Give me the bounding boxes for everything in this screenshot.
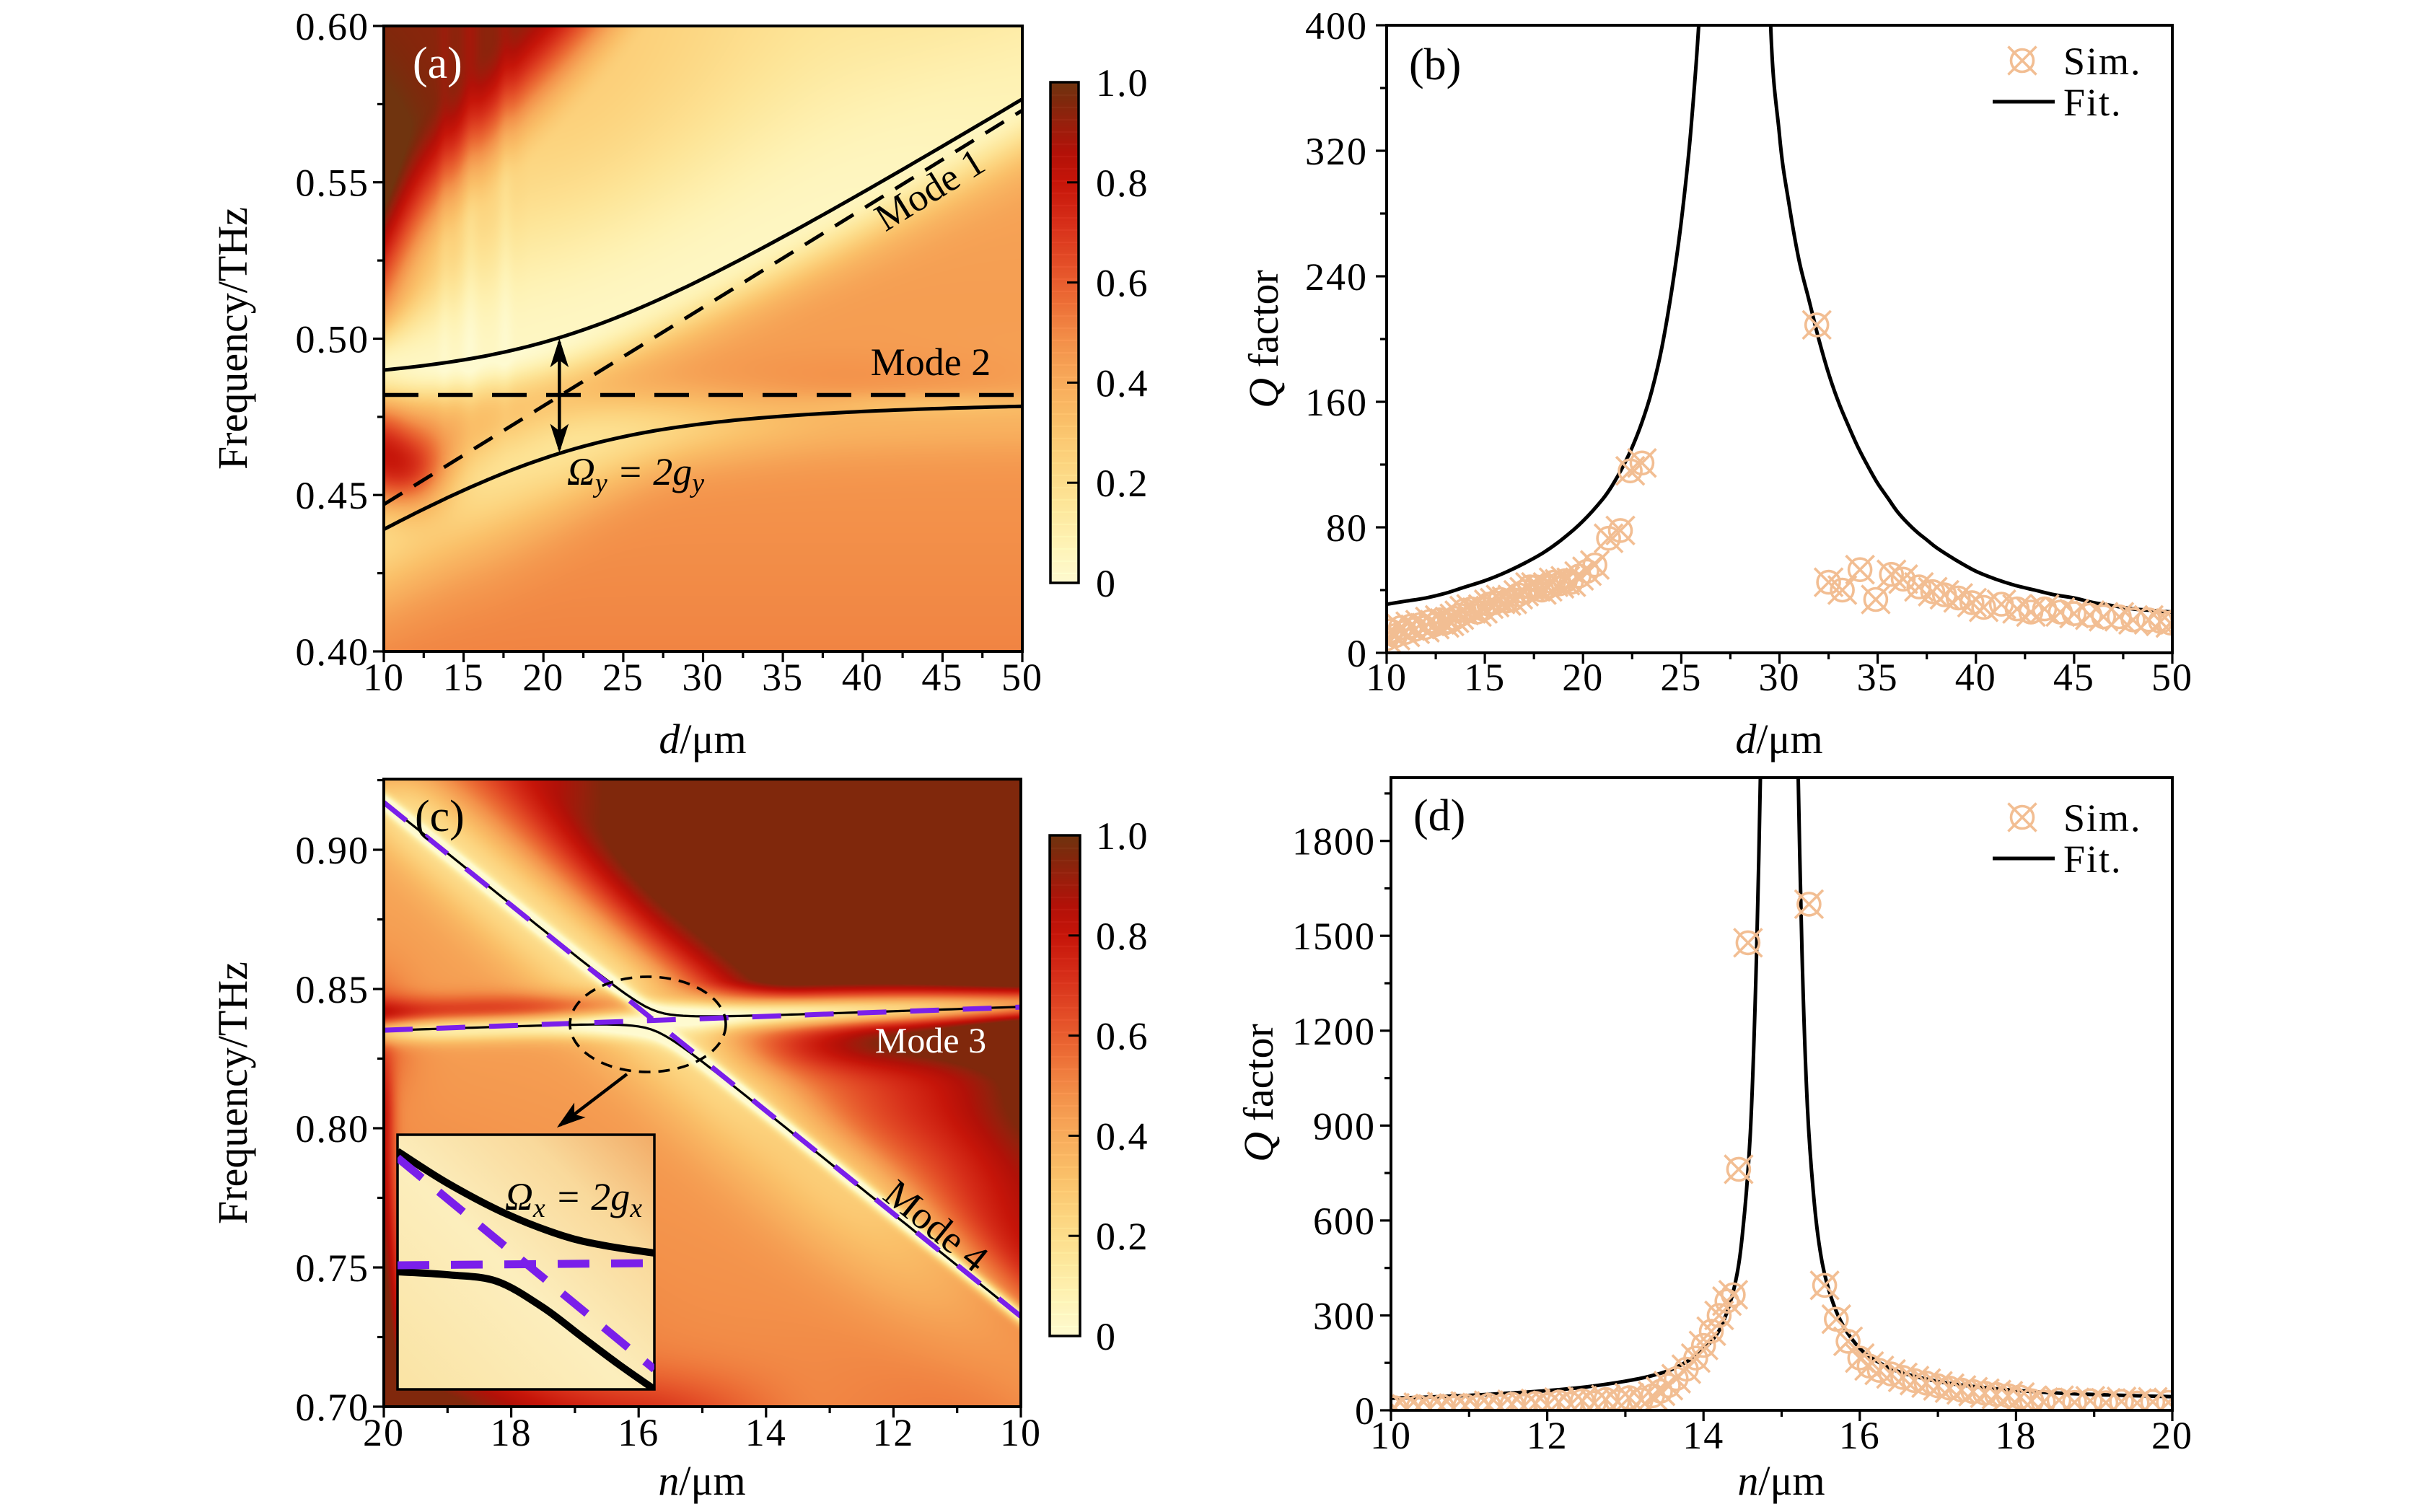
svg-text:Mode 4: Mode 4	[876, 1172, 996, 1280]
svg-text:10: 10	[1366, 656, 1408, 699]
svg-text:0.2: 0.2	[1096, 462, 1149, 505]
svg-text:0.6: 0.6	[1096, 1015, 1149, 1058]
svg-text:0: 0	[1355, 1389, 1376, 1433]
svg-text:(b): (b)	[1409, 40, 1461, 89]
svg-text:Q factor: Q factor	[1240, 270, 1287, 408]
svg-text:240: 240	[1305, 255, 1368, 299]
svg-text:160: 160	[1305, 381, 1368, 424]
svg-text:18: 18	[1995, 1414, 2037, 1457]
svg-text:1.0: 1.0	[1096, 61, 1149, 105]
svg-text:0.8: 0.8	[1096, 915, 1149, 958]
svg-text:25: 25	[1660, 656, 1702, 699]
svg-text:10: 10	[1000, 1411, 1042, 1454]
svg-text:Fit.: Fit.	[2063, 838, 2123, 881]
svg-text:Sim.: Sim.	[2063, 796, 2142, 840]
svg-text:0.85: 0.85	[296, 968, 370, 1011]
svg-text:d/μm: d/μm	[659, 716, 746, 762]
svg-text:50: 50	[1001, 656, 1043, 699]
svg-text:1500: 1500	[1292, 915, 1376, 958]
svg-text:12: 12	[1527, 1414, 1568, 1457]
svg-text:14: 14	[745, 1411, 787, 1454]
svg-text:16: 16	[1839, 1414, 1881, 1457]
svg-text:1800: 1800	[1292, 820, 1376, 863]
svg-text:320: 320	[1305, 130, 1368, 173]
svg-text:0: 0	[1347, 632, 1368, 675]
svg-text:25: 25	[602, 656, 644, 699]
svg-text:Ωy = 2gy: Ωy = 2gy	[567, 450, 704, 498]
svg-text:20: 20	[363, 1411, 405, 1454]
svg-text:0.8: 0.8	[1096, 162, 1149, 205]
svg-text:20: 20	[1562, 656, 1604, 699]
svg-text:20: 20	[2151, 1414, 2193, 1457]
svg-text:0.55: 0.55	[296, 162, 370, 205]
svg-text:0.4: 0.4	[1096, 361, 1149, 405]
svg-text:Ωx = 2gx: Ωx = 2gx	[505, 1175, 642, 1223]
svg-text:14: 14	[1682, 1414, 1724, 1457]
svg-text:40: 40	[842, 656, 884, 699]
svg-text:50: 50	[2151, 656, 2193, 699]
svg-text:35: 35	[1857, 656, 1899, 699]
svg-text:20: 20	[522, 656, 564, 699]
svg-text:400: 400	[1305, 4, 1368, 48]
svg-text:Mode 2: Mode 2	[871, 340, 991, 384]
svg-text:Mode 3: Mode 3	[875, 1020, 986, 1060]
svg-text:15: 15	[443, 656, 485, 699]
svg-text:(c): (c)	[415, 792, 465, 841]
svg-text:Fit.: Fit.	[2063, 81, 2123, 124]
svg-text:0.4: 0.4	[1096, 1115, 1149, 1158]
svg-text:0.50: 0.50	[296, 318, 370, 361]
svg-text:45: 45	[2053, 656, 2095, 699]
svg-text:15: 15	[1464, 656, 1506, 699]
svg-text:80: 80	[1326, 506, 1368, 550]
svg-text:16: 16	[618, 1411, 659, 1454]
svg-text:1.0: 1.0	[1096, 814, 1149, 858]
svg-text:0.75: 0.75	[296, 1247, 370, 1290]
svg-text:0.80: 0.80	[296, 1107, 370, 1151]
svg-text:0.70: 0.70	[296, 1386, 370, 1429]
svg-text:Sim.: Sim.	[2063, 40, 2142, 83]
svg-text:(d): (d)	[1413, 791, 1465, 840]
svg-text:0.60: 0.60	[296, 5, 370, 48]
svg-text:40: 40	[1955, 656, 1997, 699]
svg-text:10: 10	[363, 656, 405, 699]
svg-text:35: 35	[762, 656, 804, 699]
svg-text:30: 30	[1759, 656, 1801, 699]
svg-text:300: 300	[1313, 1295, 1376, 1338]
svg-text:0: 0	[1096, 562, 1117, 605]
svg-text:12: 12	[872, 1411, 914, 1454]
svg-text:Q factor: Q factor	[1235, 1024, 1282, 1162]
svg-text:0.45: 0.45	[296, 474, 370, 517]
svg-text:Frequency/THz: Frequency/THz	[209, 962, 256, 1224]
svg-text:Frequency/THz: Frequency/THz	[209, 207, 256, 470]
svg-text:45: 45	[921, 656, 963, 699]
svg-text:0.40: 0.40	[296, 630, 370, 674]
svg-text:600: 600	[1313, 1200, 1376, 1243]
svg-text:0.2: 0.2	[1096, 1215, 1149, 1258]
svg-text:10: 10	[1370, 1414, 1412, 1457]
svg-text:1200: 1200	[1292, 1010, 1376, 1053]
svg-text:18: 18	[491, 1411, 532, 1454]
svg-text:0: 0	[1096, 1315, 1117, 1358]
svg-text:900: 900	[1313, 1104, 1376, 1148]
svg-text:30: 30	[682, 656, 724, 699]
svg-text:n/μm: n/μm	[1737, 1457, 1825, 1504]
svg-text:(a): (a)	[413, 39, 462, 88]
svg-text:d/μm: d/μm	[1735, 716, 1822, 762]
svg-text:n/μm: n/μm	[658, 1457, 745, 1504]
svg-text:0.90: 0.90	[296, 829, 370, 872]
svg-text:0.6: 0.6	[1096, 262, 1149, 305]
